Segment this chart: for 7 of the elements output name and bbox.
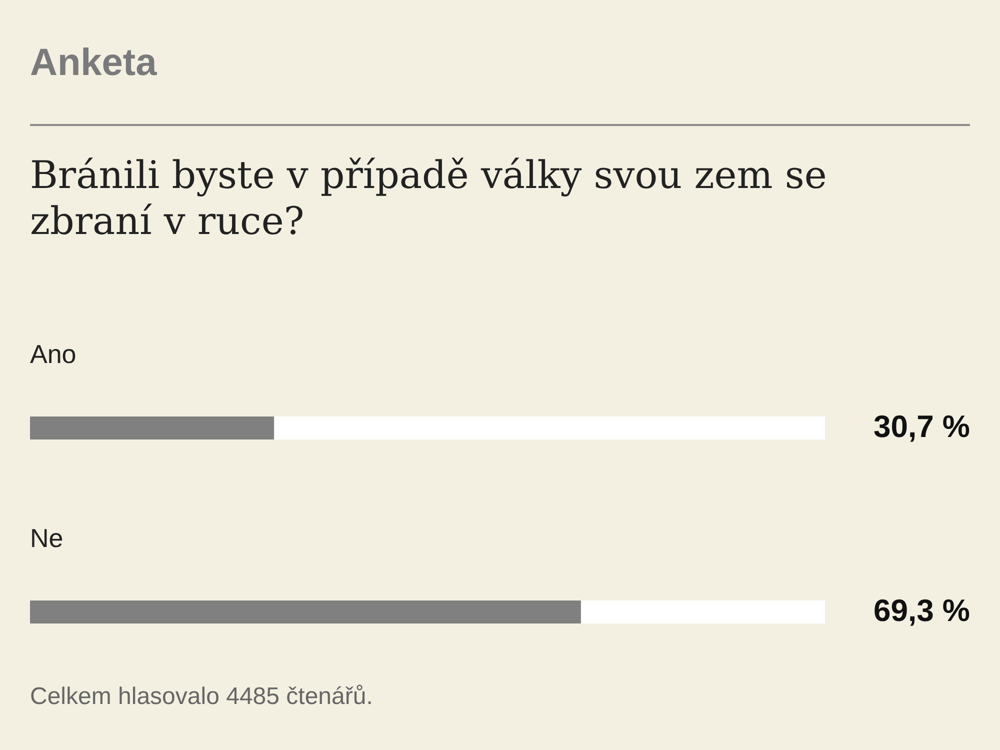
data-label: 30,7 % [873,409,970,444]
y-tick-label: Ano [30,339,76,369]
text: Celkem hlasovalo 4485 čtenářů. [30,683,373,711]
chart-title: Anketa [30,42,157,85]
y-tick-label: Ne [30,523,64,553]
chart-subtitle: Bránili byste v případě války svou zem se zbraní v ruce? [30,152,828,244]
data-label: 69,3 % [873,593,970,628]
